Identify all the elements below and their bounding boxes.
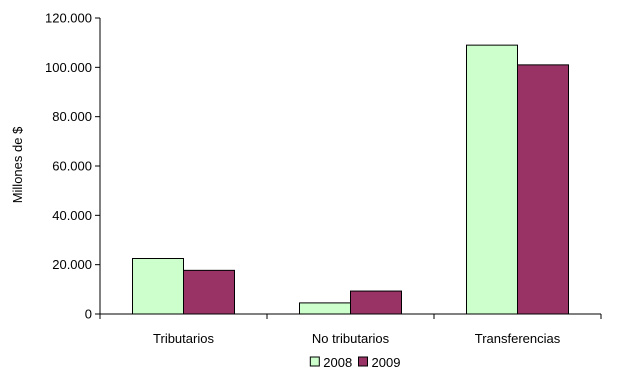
y-tick-label: 40.000	[52, 208, 92, 223]
bar-2009-transferencias	[517, 64, 569, 315]
y-tick-label: 120.000	[45, 11, 92, 26]
bar-2009-no-tributarios	[350, 290, 402, 315]
y-tick-label: 60.000	[52, 159, 92, 174]
legend-label-2008: 2008	[323, 355, 352, 370]
y-tick-label: 20.000	[52, 257, 92, 272]
x-tick-label: Tributarios	[153, 331, 214, 346]
legend-swatch-2009	[358, 356, 368, 367]
bar-2008-transferencias	[466, 44, 518, 315]
legend: 2008 2009	[309, 355, 401, 370]
bar-2009-tributarios	[183, 269, 235, 315]
bar-2008-no-tributarios	[299, 302, 351, 315]
y-tick-label: 80.000	[52, 109, 92, 124]
y-tick-label: 100.000	[45, 60, 92, 75]
y-tick-label: 0	[85, 307, 92, 322]
y-axis-title: Millones de $	[10, 126, 25, 203]
legend-swatch-2008	[309, 356, 320, 367]
bar-2008-tributarios	[132, 258, 184, 315]
plot-area: 0 20.000 40.000 60.000 80.000 100.000 120.000 T…	[45, 11, 602, 346]
x-tick-label: No tributarios	[312, 331, 390, 346]
legend-label-2009: 2009	[372, 355, 401, 370]
x-tick-label: Transferencias	[475, 331, 561, 346]
